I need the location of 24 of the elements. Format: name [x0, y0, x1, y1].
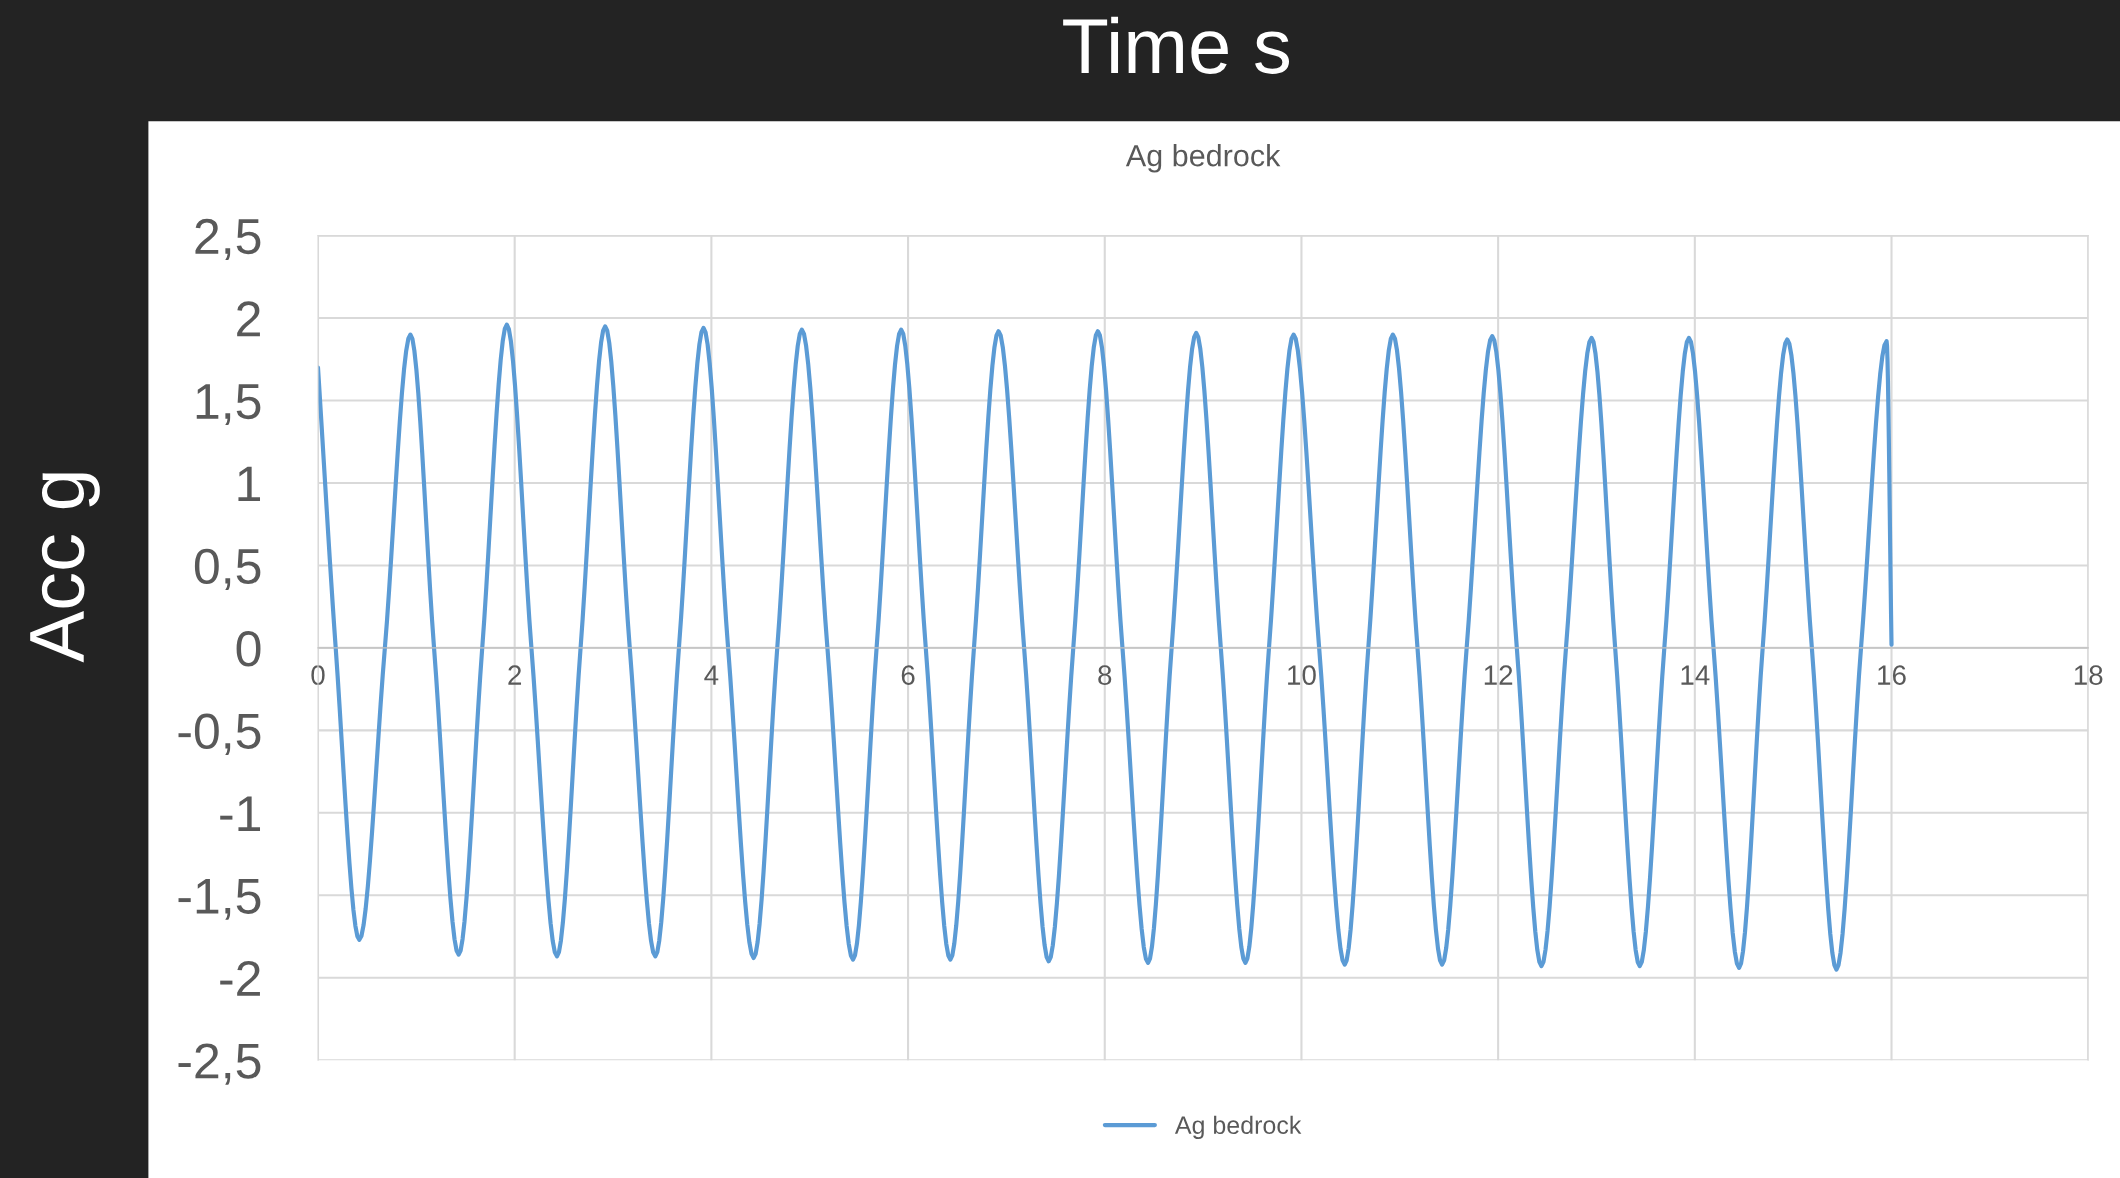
x-tick-label: 10 — [1288, 665, 1316, 685]
chart-title: Ag bedrock — [1125, 144, 1281, 173]
x-tick-label: 2 — [508, 665, 522, 685]
x-tick-label: 12 — [1484, 665, 1513, 685]
y-tick-label: -1 — [220, 796, 261, 831]
legend-label: Ag bedrock — [1174, 1115, 1302, 1139]
x-tick-label: 14 — [1681, 665, 1710, 685]
x-tick-label: 6 — [901, 665, 915, 685]
x-axis-title: Time s — [1063, 16, 1290, 74]
y-tick-label: -0,5 — [178, 713, 261, 755]
y-tick-label: 0,5 — [194, 548, 261, 590]
y-tick-label: 2,5 — [195, 218, 261, 261]
y-tick-label: 1 — [238, 466, 261, 502]
x-tick-label: 16 — [1878, 665, 1906, 685]
x-tick-label: 0 — [311, 665, 325, 685]
y-axis-title: Acc g — [30, 473, 100, 663]
y-tick-label: 2 — [237, 301, 260, 337]
y-tick-label: -1,5 — [178, 879, 261, 920]
x-tick-label: 8 — [1098, 665, 1112, 685]
y-tick-label: -2,5 — [178, 1043, 261, 1085]
x-tick-label: 4 — [704, 665, 719, 685]
x-tick-label: 18 — [2074, 665, 2103, 685]
y-tick-label: -2 — [220, 960, 260, 996]
y-tick-label: 1,5 — [196, 384, 261, 426]
